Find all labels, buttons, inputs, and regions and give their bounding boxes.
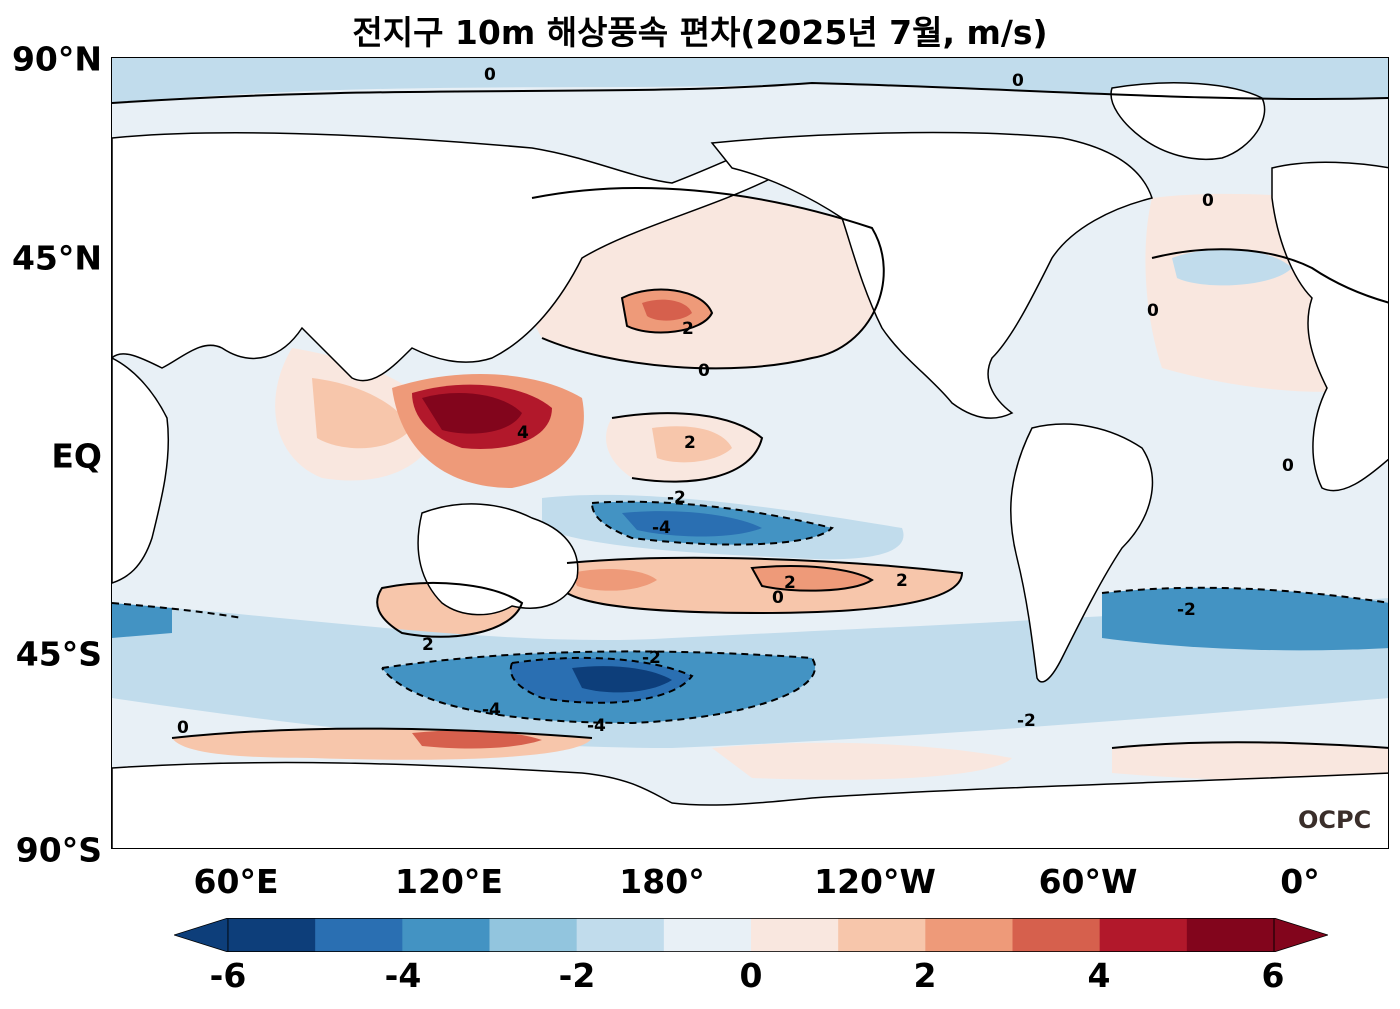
contour-label: 2: [684, 433, 696, 453]
colorbar-segment: [489, 918, 578, 952]
south-atlantic-negative: [1102, 587, 1388, 651]
contour-label: -2: [642, 648, 661, 668]
contour-zero-arctic: [112, 81, 1388, 104]
contour-two-south-pacific: [750, 565, 874, 592]
antarctica-land: [112, 761, 1388, 848]
colorbar-segment: [838, 918, 926, 952]
contour-label: 2: [784, 573, 796, 593]
contour-label: -2: [1177, 600, 1196, 620]
lon-label-120e: 120°E: [395, 862, 503, 901]
map-title: 전지구 10m 해상풍속 편차(2025년 7월, m/s): [352, 13, 1048, 52]
land-masses: [112, 82, 1388, 848]
tasman-positive-core: [572, 568, 657, 591]
contour-two-north-pacific: [620, 288, 714, 334]
colorbar: [174, 918, 1328, 952]
lat-label-90n: 90°N: [11, 39, 102, 79]
contour-label: 0: [177, 718, 189, 738]
north-america-land: [710, 131, 1153, 419]
lon-label-180: 180°: [619, 862, 705, 901]
contour-neg-four-southern: [509, 656, 694, 704]
europe-africa-land: [1271, 161, 1388, 492]
lat-label-45s: 45°S: [15, 634, 102, 674]
colorbar-outline: [227, 918, 1275, 952]
contour-label: 0: [1012, 71, 1024, 91]
africa-land: [112, 357, 170, 584]
south-america-land: [1010, 423, 1154, 683]
colorbar-extend-min: [174, 918, 229, 952]
colorbar-segment: [925, 918, 1013, 952]
contour-label: 0: [1147, 301, 1159, 321]
contour-label: 0: [772, 588, 784, 608]
contour-label: -4: [482, 700, 501, 720]
contour-label: -2: [667, 488, 686, 508]
contour-label: 0: [1282, 456, 1294, 476]
contour-label: -4: [652, 518, 671, 538]
colorbar-segment: [228, 918, 316, 952]
contour-label: 2: [682, 319, 694, 339]
contour-zero-south-pacific: [566, 556, 964, 615]
eurasia-land: [112, 132, 773, 382]
colorbar-segment: [1099, 918, 1188, 952]
australia-land: [417, 503, 579, 616]
colorbar-tick-label: 0: [739, 956, 763, 995]
lon-label-60e: 60°E: [193, 862, 279, 901]
south-pacific-negative-peak: [622, 511, 762, 537]
south-indian-negative-edge: [112, 603, 172, 638]
southern-ocean-peak-negative: [572, 666, 672, 693]
lon-label-120w: 120°W: [814, 862, 936, 901]
lon-label-60w: 60°W: [1038, 862, 1138, 901]
lat-label-90s: 90°S: [15, 830, 102, 870]
colorbar-tick-label: 6: [1261, 956, 1285, 995]
equatorial-pacific-positive-core: [652, 426, 732, 463]
colorbar-tick-label: -2: [558, 956, 596, 995]
contour-label: 0: [1202, 191, 1214, 211]
north-pacific-positive-peak: [642, 299, 692, 321]
colorbar-segment: [1012, 918, 1101, 952]
ocpc-logo: OCPC: [1298, 806, 1372, 834]
colorbar-tick-label: 2: [913, 956, 937, 995]
colorbar-segment: [315, 918, 403, 952]
lon-label-0: 0°: [1280, 862, 1320, 901]
contour-neg-two-pacific: [591, 500, 834, 546]
lat-label-eq: EQ: [51, 436, 102, 476]
contour-label: 0: [484, 65, 496, 85]
contour-neg-two-south-indian: [112, 602, 243, 619]
ross-sea-positive: [712, 742, 1012, 780]
anomaly-map: 0 0 2 0 2 4 -4 -2 2 2 0 2 -2 -4 -4 -2 -2…: [111, 57, 1389, 849]
colorbar-segment: [751, 918, 839, 952]
maritime-continent-peak: [422, 393, 522, 434]
greenland-land: [1110, 82, 1266, 161]
colorbar-segment: [402, 918, 490, 952]
contour-zero-south-indian: [376, 582, 524, 638]
contour-zero-equatorial: [611, 412, 764, 483]
antarctic-coastal-positive-core: [412, 730, 542, 749]
lat-label-45n: 45°N: [11, 238, 102, 278]
contour-label: -2: [1017, 711, 1036, 731]
colorbar-extend-max: [1273, 918, 1328, 952]
weddell-positive: [1112, 742, 1388, 781]
contour-label: 2: [896, 571, 908, 591]
contour-label: -4: [587, 716, 606, 736]
contour-neg-two-southern: [381, 650, 816, 725]
colorbar-tick-label: 4: [1087, 956, 1111, 995]
south-pacific-positive-core: [752, 566, 872, 591]
contour-zero-antarctic: [171, 727, 593, 739]
colorbar-tick-label: -6: [209, 956, 247, 995]
contour-lines: [112, 81, 1388, 749]
contour-label: 2: [422, 635, 434, 655]
contour-zero-north-pacific: [531, 187, 885, 370]
contour-zero-north-atlantic: [1151, 248, 1388, 304]
contour-zero-weddell: [1111, 741, 1388, 749]
colorbar-segment: [576, 918, 665, 952]
contour-label: 0: [698, 361, 710, 381]
north-atlantic-negative: [1172, 249, 1292, 286]
anomaly-map-svg: 0 0 2 0 2 4 -4 -2 2 2 0 2 -2 -4 -4 -2 -2…: [112, 58, 1388, 848]
colorbar-tick-label: -4: [384, 956, 422, 995]
colorbar-segment: [1186, 918, 1275, 952]
colorbar-segment: [663, 918, 752, 952]
negative-contour-lines: [112, 500, 1388, 725]
arabian-sea-positive-core: [312, 378, 412, 449]
contour-label: 4: [517, 423, 529, 443]
contour-label-group: 0 0 2 0 2 4 -4 -2 2 2 0 2 -2 -4 -4 -2 -2…: [177, 65, 1294, 738]
